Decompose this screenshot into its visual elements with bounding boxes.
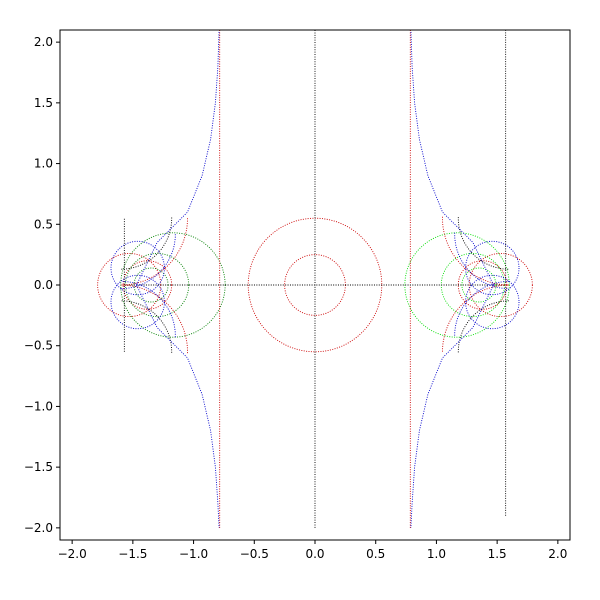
y-tick-label: −2.0 [24,521,53,535]
x-tick-label: −1.5 [118,547,147,561]
series-8-arc-1 [121,280,176,338]
y-tick-label: 0.5 [34,217,53,231]
y-tick-label: 1.5 [34,96,53,110]
series-6-arc-1 [121,284,188,354]
series-8-arc-3 [454,280,509,337]
series-8-arc-2 [454,232,509,290]
x-tick-label: 2.0 [548,547,567,561]
x-tick-label: 0.5 [366,547,385,561]
series-6-arc-0 [121,216,188,286]
series-3-circle-1 [110,274,165,330]
series-0-circle-5 [468,252,533,318]
x-tick-label: 1.0 [427,547,446,561]
x-tick-label: −1.0 [179,547,208,561]
series-3-circle-3 [465,274,520,330]
series-0-circle-2 [122,260,173,310]
y-tick-label: −0.5 [24,339,53,353]
y-tick-label: 2.0 [34,35,53,49]
series-1-circle-0 [120,232,226,338]
y-axis: −2.0 −1.5 −1.0 −0.5 0.0 0.5 1.0 1.5 2.0 [24,35,60,535]
series-3-circle-2 [465,240,520,296]
y-tick-label: −1.0 [24,399,53,413]
series-3-circle-0 [110,240,165,296]
series-6-arc-2 [442,216,509,286]
x-axis: −2.0 −1.5 −1.0 −0.5 0.0 0.5 1.0 1.5 2.0 [58,540,567,561]
series-2-circle-0 [404,232,510,338]
series-2-circle-1 [461,267,497,303]
x-tick-label: −0.5 [240,547,269,561]
x-tick-label: 0.0 [305,547,324,561]
x-tick-label: −2.0 [58,547,87,561]
plot-area [97,29,533,528]
y-tick-label: 0.0 [34,278,53,292]
x-tick-label: 1.5 [488,547,507,561]
y-tick-label: −1.5 [24,460,53,474]
series-6-arc-3 [442,284,509,353]
y-tick-label: 1.0 [34,157,53,171]
